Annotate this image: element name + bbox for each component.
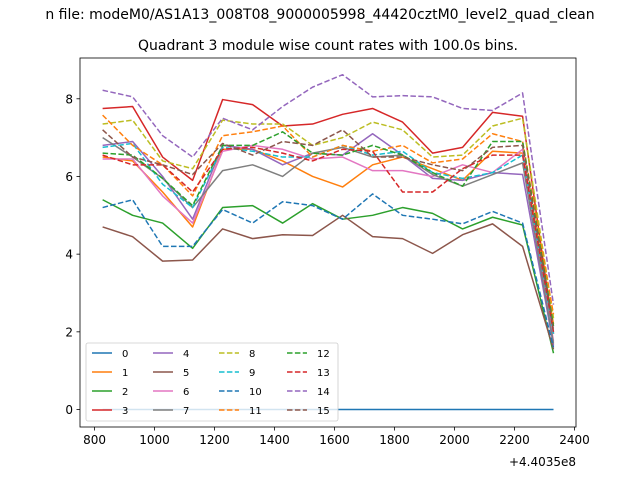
- y-tick-label: 4: [65, 248, 73, 262]
- series-line-6: [102, 144, 555, 342]
- x-axis: 800 1000 1200 1400 1600 1800 2000 2200 2400: [83, 427, 590, 447]
- x-tick-label: 1400: [259, 433, 290, 447]
- series-line-8: [102, 117, 555, 319]
- legend-label: 4: [183, 349, 189, 360]
- legend-label: 13: [317, 368, 330, 379]
- y-tick-label: 2: [65, 325, 73, 339]
- series-line-13: [102, 146, 555, 332]
- series-line-14: [102, 73, 555, 305]
- series-line-4: [102, 132, 555, 346]
- legend-item-1: 1: [92, 368, 128, 379]
- y-tick-label: 6: [65, 170, 73, 184]
- x-tick-label: 1000: [139, 433, 170, 447]
- legend-item-0: 0: [92, 349, 128, 360]
- legend-label: 3: [122, 406, 128, 417]
- x-axis-offset-label: +4.4035e8: [509, 455, 576, 469]
- x-tick-label: 2200: [499, 433, 530, 447]
- y-tick-label: 8: [65, 92, 73, 106]
- series-line-3: [102, 98, 555, 334]
- legend-item-2: 2: [92, 387, 128, 398]
- legend-label: 10: [249, 387, 262, 398]
- series-line-10: [102, 193, 555, 348]
- legend-frame: [85, 342, 339, 422]
- series-line-2: [102, 199, 555, 354]
- legend-item-9: 9: [219, 368, 255, 379]
- legend-label: 12: [317, 349, 330, 360]
- legend-label: 2: [122, 387, 128, 398]
- y-axis: 0 2 4 6 8: [65, 92, 80, 417]
- legend-label: 0: [122, 349, 128, 360]
- figure-suptitle: n file: modeM0/AS1A13_008T08_9000005998_…: [45, 7, 594, 23]
- x-tick-label: 1200: [199, 433, 230, 447]
- legend-label: 14: [317, 387, 330, 398]
- legend-label: 5: [183, 368, 189, 379]
- x-tick-label: 1600: [319, 433, 350, 447]
- legend-label: 9: [249, 368, 255, 379]
- legend-label: 11: [249, 406, 262, 417]
- series-line-11: [102, 114, 555, 315]
- series-line-5: [102, 214, 555, 350]
- series-line-15: [102, 129, 555, 331]
- legend-label: 8: [249, 349, 255, 360]
- legend-item-15: 15: [287, 406, 330, 417]
- axes-frame: [79, 57, 577, 428]
- legend-item-13: 13: [287, 368, 330, 379]
- x-tick-label: 1800: [379, 433, 410, 447]
- series-line-12: [102, 131, 555, 327]
- x-tick-label: 2000: [439, 433, 470, 447]
- legend-item-5: 5: [153, 368, 189, 379]
- legend-label: 7: [183, 406, 189, 417]
- legend-item-10: 10: [219, 387, 262, 398]
- legend-item-12: 12: [287, 349, 330, 360]
- legend-label: 1: [122, 368, 128, 379]
- plot-area: [79, 57, 577, 428]
- chart-title: Quadrant 3 module wise count rates with …: [138, 38, 518, 54]
- legend-item-7: 7: [153, 406, 189, 417]
- series-lines: [102, 73, 555, 411]
- legend-item-11: 11: [219, 406, 262, 417]
- legend-item-8: 8: [219, 349, 255, 360]
- x-tick-label: 2400: [559, 433, 590, 447]
- legend-item-14: 14: [287, 387, 330, 398]
- legend-label: 15: [317, 406, 330, 417]
- legend-label: 6: [183, 387, 189, 398]
- x-tick-label: 800: [83, 433, 106, 447]
- legend-item-3: 3: [92, 406, 128, 417]
- legend-item-4: 4: [153, 349, 189, 360]
- y-tick-label: 0: [65, 403, 73, 417]
- legend-item-6: 6: [153, 387, 189, 398]
